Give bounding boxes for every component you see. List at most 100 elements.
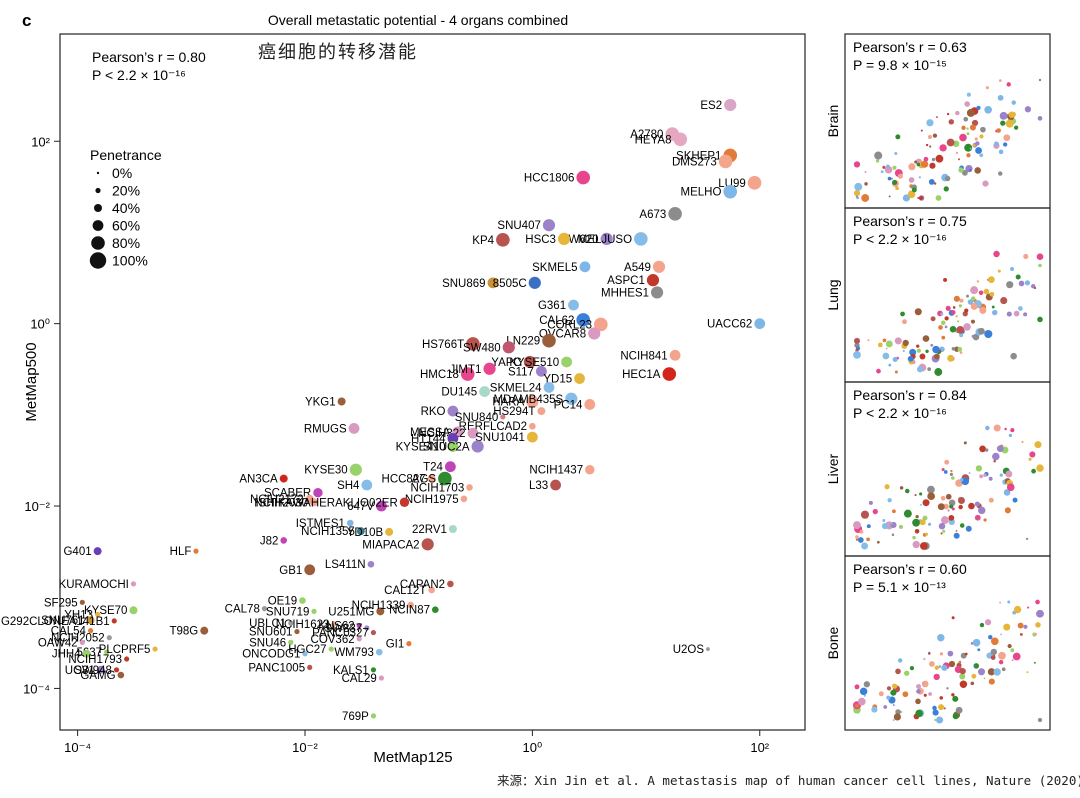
cell-line-label: A673 [639,209,666,221]
cell-line-point [313,488,323,498]
organ-point [880,170,884,174]
cell-line-point [460,495,468,503]
cell-line-label: SNU761 [41,615,84,627]
organ-point [902,319,907,325]
organ-point [874,151,883,160]
organ-point [934,718,937,722]
organ-point [1006,281,1014,289]
organ-point [1012,497,1018,503]
organ-point [920,129,923,132]
cell-line-point [129,606,138,615]
organ-point [951,476,955,480]
organ-point [944,325,948,329]
organ-point [998,659,1004,665]
organ-point [979,153,984,158]
cell-line-point [447,405,459,417]
cell-line-label: HS766T [422,339,464,351]
organ-point [971,319,975,324]
organ-point [934,353,940,360]
organ-point [927,492,935,501]
cell-line-point [280,537,288,544]
cell-line-point [302,651,308,657]
cell-line-label: A549 [624,262,651,274]
cell-line-label: LN229 [506,336,540,348]
organ-point [958,167,964,173]
organ-point [957,497,965,504]
penetrance-legend: Penetrance 0% 20%40% 60%80% 100% [89,147,162,269]
organ-point [877,540,880,544]
organ-point [997,269,1001,273]
organ-point [1004,427,1007,431]
cell-line-point [82,649,91,658]
organ-point [938,704,945,711]
organ-point [976,280,980,283]
cell-line-point [724,98,737,112]
organ-point [887,176,892,181]
organ-point [953,295,960,302]
organ-point [895,186,899,191]
cell-line-label: HMC18 [420,369,459,381]
cell-line-point [568,299,579,311]
cell-line-label: OE19 [268,596,297,608]
organ-point [863,681,870,688]
cell-line-label: PC14 [554,399,583,411]
organ-point [993,424,1001,432]
organ-point [902,194,910,202]
cell-line-point [483,362,496,375]
y-axis-label: MetMap500 [23,342,40,421]
cell-line-point [361,479,373,491]
cell-line-point [447,433,459,444]
cell-line-label: KYSE510 [509,357,559,369]
cell-line-label: CAL78 [225,604,260,616]
organ-point [930,316,936,322]
legend-marker [91,236,105,250]
organ-point [924,532,929,536]
cell-line-point [279,474,288,483]
organ-point [927,485,935,494]
organ-point [948,499,956,507]
organ-point [902,339,909,347]
cell-line-point [579,261,591,273]
organ-point [922,499,930,507]
cell-line-label: SNU1041 [475,432,525,444]
organ-point [1008,433,1013,438]
main-chart-title: Overall metastatic potential - 4 organs … [268,12,568,28]
organ-point [912,518,921,527]
organ-point [857,697,866,706]
organ-point [955,315,958,318]
cell-line-label: ISHIKAWAHERAKLIO02ER [255,497,397,509]
cell-line-label: PANC1005 [248,662,305,674]
organ-point [921,680,929,688]
organ-point [920,160,929,168]
organ-point [959,333,964,338]
cell-line-label: MELHO [681,187,722,199]
organ-point [882,338,887,343]
organ-point [927,367,932,372]
organ-point [1023,312,1028,317]
organ-point [854,182,863,191]
cell-line-point [79,599,85,605]
cell-line-label: NCIH1623 [276,619,330,631]
organ-point [983,288,990,295]
organ-point [892,704,895,707]
cell-line-point [288,620,294,626]
organ-point [983,677,986,680]
cell-line-label: SNU601 [249,627,292,639]
cell-line-point [487,277,499,289]
cell-line-point [130,581,137,587]
organ-point [1018,306,1023,311]
organ-point [892,683,898,689]
organ-point [948,660,956,668]
organ-point [967,299,974,305]
organ-point [974,514,981,521]
organ-point [975,141,980,146]
organ-point [853,521,861,530]
cell-line-point [706,647,710,651]
organ-point [928,134,932,139]
cell-line-label: 647V [347,501,374,513]
organ-point [932,345,940,354]
cell-line-point [370,629,377,636]
cell-line-label: KALS1 [333,665,369,677]
legend-marker [95,187,101,194]
organ-stat-p: P = 9.8 × 10⁻¹⁵ [853,57,947,73]
